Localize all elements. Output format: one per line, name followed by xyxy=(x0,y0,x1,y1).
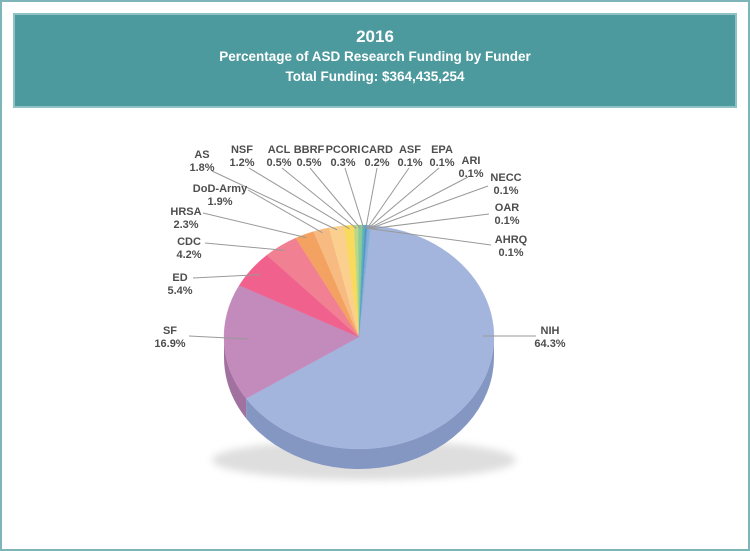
leader-line-ASF xyxy=(366,167,410,229)
leader-line-EPA xyxy=(367,167,440,229)
leader-line-NSF xyxy=(248,167,350,230)
leader-line-AS xyxy=(211,170,338,231)
leader-line-OAR xyxy=(370,213,490,230)
chart-total-funding: Total Funding: $364,435,254 xyxy=(285,69,465,84)
leader-line-BBRF xyxy=(309,167,361,229)
leader-line-AHRQ xyxy=(371,228,492,246)
leader-line-SF xyxy=(188,335,249,340)
leader-line-ACL xyxy=(281,167,357,229)
leader-line-NECC xyxy=(369,185,489,230)
leader-line-CARD xyxy=(365,167,378,229)
chart-header: 2016 Percentage of ASD Research Funding … xyxy=(13,13,737,108)
pie-slice-side-NIH xyxy=(246,337,494,470)
leader-line-ED xyxy=(192,274,261,279)
chart-title: Percentage of ASD Research Funding by Fu… xyxy=(219,49,531,64)
leader-line-PCORI xyxy=(344,167,365,229)
leader-line-ARI xyxy=(368,176,469,230)
pie-slice-SF xyxy=(223,285,360,399)
leader-line-CDC xyxy=(204,242,285,251)
chart-year: 2016 xyxy=(356,27,394,46)
leader-line-DoD-Army xyxy=(247,189,323,234)
pie-slice-NIH xyxy=(245,225,495,450)
leader-line-HRSA xyxy=(202,212,307,239)
pie-slice-side-SF xyxy=(224,337,247,419)
